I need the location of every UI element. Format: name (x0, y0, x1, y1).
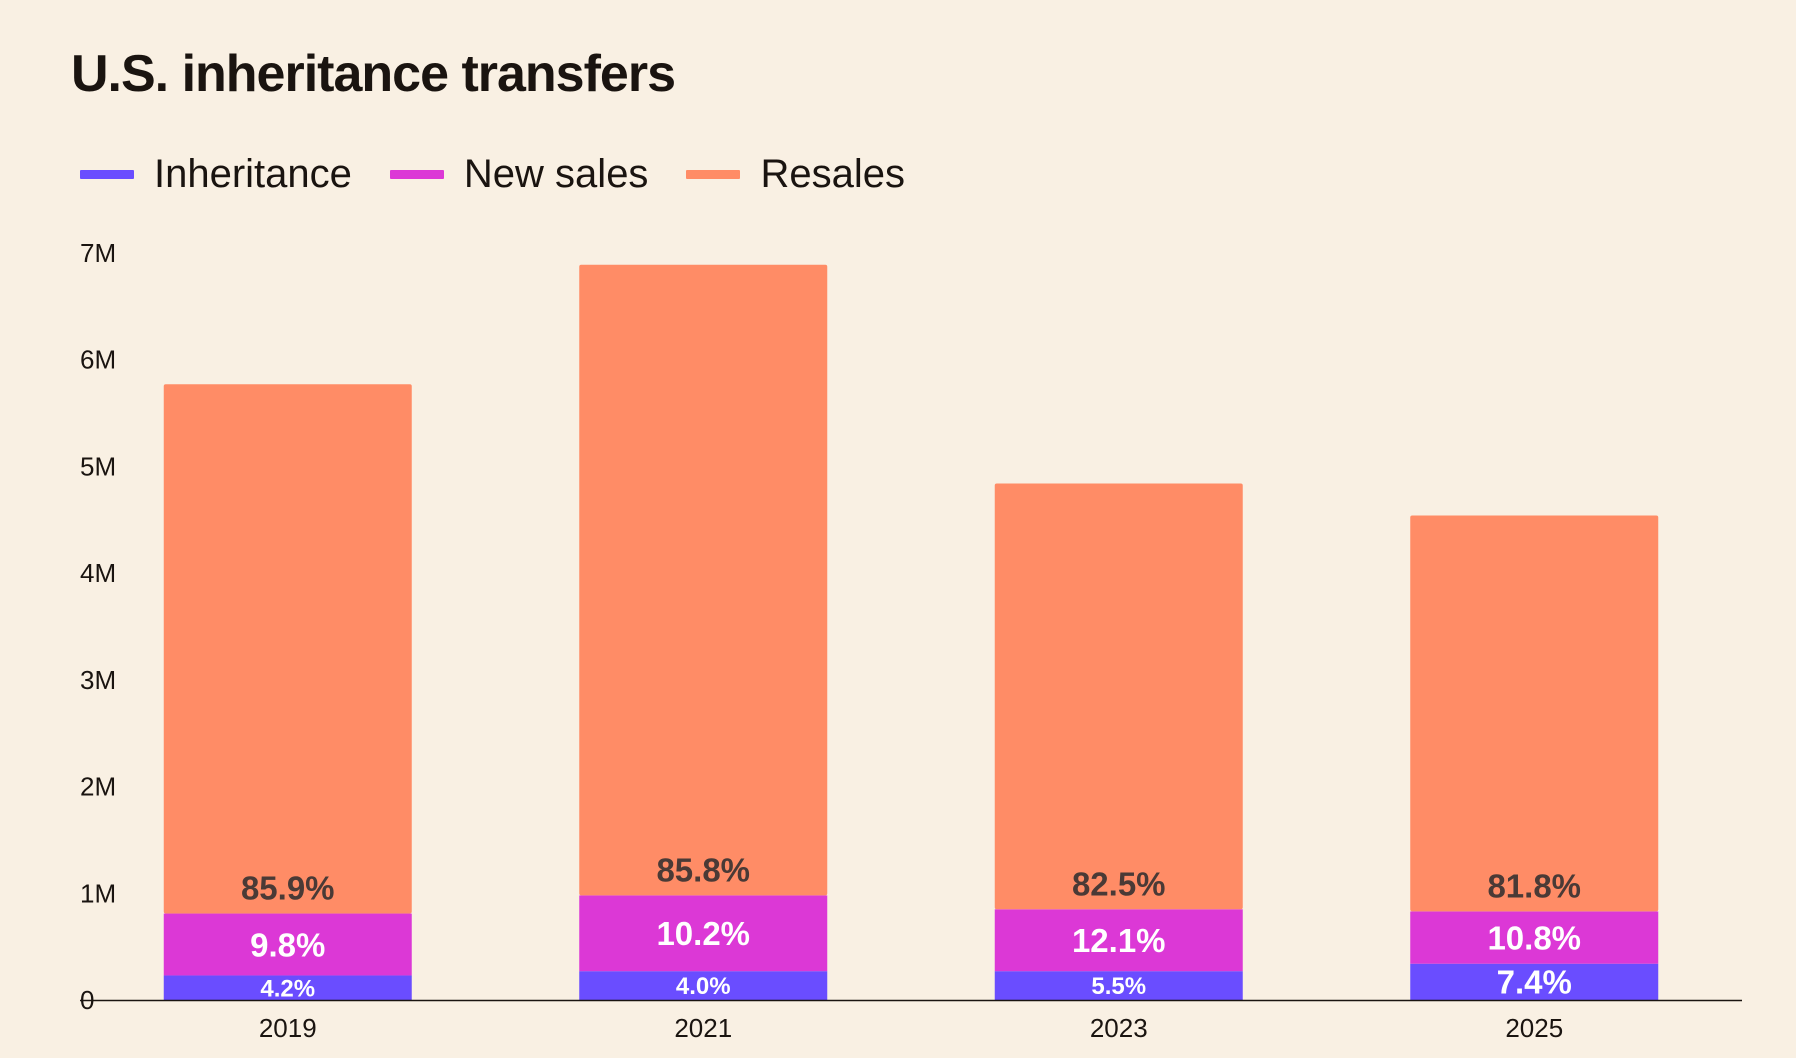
bar-inheritance-2023 (994, 971, 1243, 1000)
data-label-resales-2021: 85.8% (656, 851, 750, 888)
bar-new-sales-2019 (163, 913, 412, 976)
bar-inheritance-2025 (1410, 963, 1659, 1000)
data-label-new-sales-2021: 10.2% (656, 915, 750, 952)
bar-new-sales-2021 (579, 895, 828, 972)
y-tick-label-5m: 5M (80, 451, 116, 481)
bar-resales-2021 (579, 264, 828, 896)
y-tick-label-4m: 4M (80, 558, 116, 588)
chart-title: U.S. inheritance transfers (71, 45, 676, 103)
legend: Inheritance New sales Resales (80, 152, 943, 197)
legend-item-inheritance: Inheritance (80, 152, 352, 197)
bar-resales-2019 (163, 384, 412, 914)
data-label-resales-2023: 82.5% (1072, 865, 1166, 902)
legend-label-new-sales: New sales (463, 152, 649, 196)
legend-swatch-new-sales (389, 170, 444, 179)
bar-resales-2023 (994, 483, 1243, 910)
legend-swatch-resales (686, 170, 741, 179)
x-tick-label-2021: 2021 (674, 1013, 732, 1043)
x-tick-label-2025: 2025 (1505, 1013, 1563, 1043)
x-tick-label-2023: 2023 (1090, 1013, 1148, 1043)
bar-inheritance-2019 (163, 975, 412, 1000)
y-tick-label-1m: 1M (80, 878, 116, 908)
data-label-inheritance-2025: 7.4% (1497, 964, 1572, 1001)
legend-label-resales: Resales (760, 152, 905, 196)
x-tick-label-2019: 2019 (259, 1013, 317, 1043)
y-tick-label-3m: 3M (80, 665, 116, 695)
data-label-resales-2019: 85.9% (241, 870, 335, 907)
legend-item-new-sales: New sales (389, 152, 649, 197)
data-label-new-sales-2025: 10.8% (1487, 919, 1581, 956)
data-label-new-sales-2019: 9.8% (250, 926, 325, 963)
data-label-new-sales-2023: 12.1% (1072, 922, 1166, 959)
bar-new-sales-2023 (994, 909, 1243, 972)
y-tick-label-2m: 2M (80, 772, 116, 802)
legend-swatch-inheritance (80, 170, 134, 179)
bar-resales-2025 (1410, 515, 1659, 912)
legend-item-resales: Resales (686, 152, 905, 197)
bar-inheritance-2021 (579, 971, 828, 1000)
bar-new-sales-2025 (1410, 911, 1659, 964)
data-label-inheritance-2023: 5.5% (1091, 973, 1146, 1000)
legend-label-inheritance: Inheritance (154, 152, 352, 196)
data-label-inheritance-2019: 4.2% (260, 975, 315, 1002)
y-tick-label-6m: 6M (80, 345, 116, 375)
data-label-inheritance-2021: 4.0% (676, 973, 731, 1000)
y-tick-label-7m: 7M (80, 238, 116, 268)
data-label-resales-2025: 81.8% (1487, 867, 1581, 904)
